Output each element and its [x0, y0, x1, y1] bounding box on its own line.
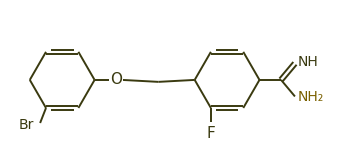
Text: O: O	[110, 72, 122, 87]
Text: NH: NH	[298, 55, 319, 69]
Text: Br: Br	[19, 118, 34, 132]
Text: NH₂: NH₂	[298, 90, 324, 104]
Text: F: F	[206, 126, 215, 141]
